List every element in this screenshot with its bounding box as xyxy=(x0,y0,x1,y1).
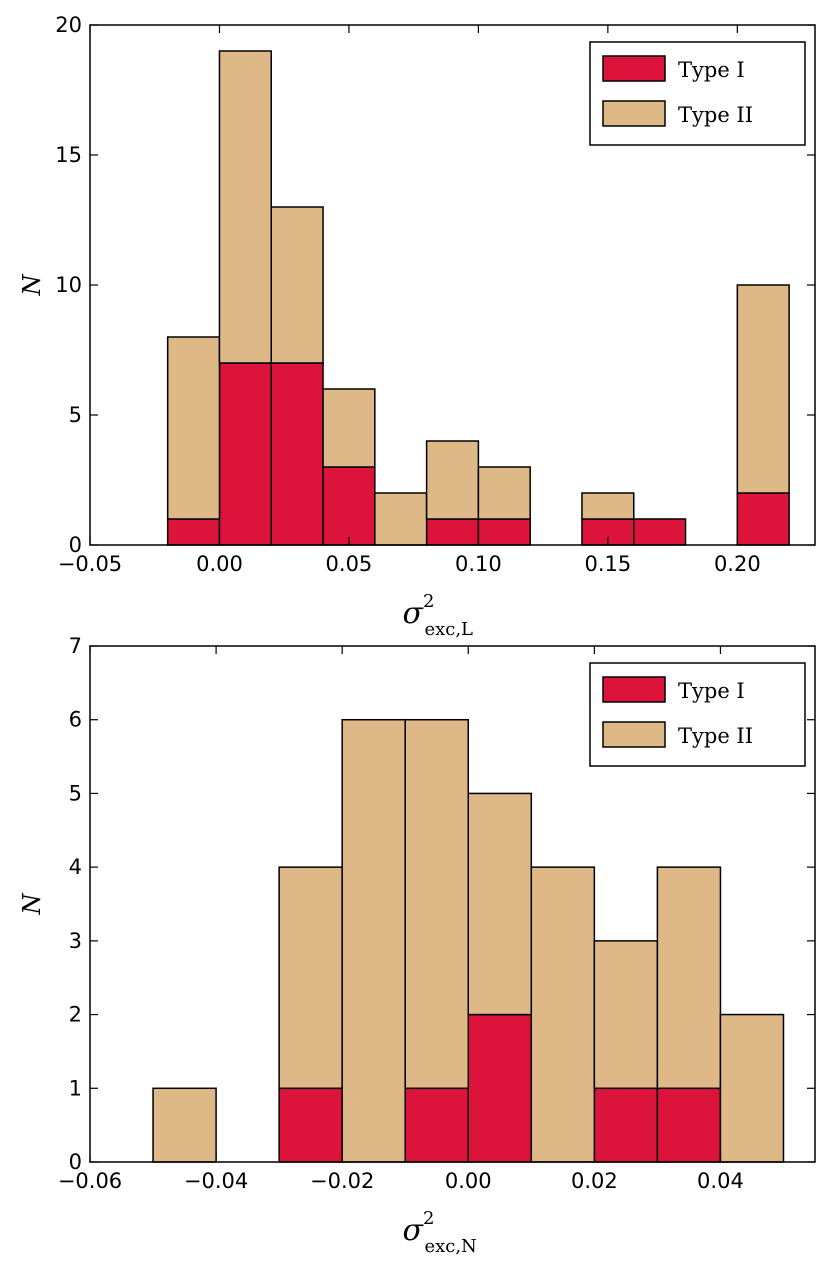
y-tick-label: 10 xyxy=(55,273,82,297)
x-label-sub: exc,N xyxy=(424,1236,476,1257)
legend-swatch xyxy=(602,55,666,82)
x-tick-label: 0.02 xyxy=(571,1169,618,1193)
bar xyxy=(467,792,533,1016)
x-axis-label: σ2 exc,L xyxy=(403,591,474,640)
bar xyxy=(278,866,343,1090)
y-tick-label: 7 xyxy=(69,634,82,658)
legend-label: Type II xyxy=(678,724,753,748)
x-tick-label: −0.05 xyxy=(58,552,122,576)
x-tick-label: −0.02 xyxy=(310,1169,374,1193)
y-axis-label: N xyxy=(18,893,46,916)
bar xyxy=(270,362,324,546)
x-tick-label: 0.10 xyxy=(455,552,502,576)
bar xyxy=(322,466,376,546)
y-tick-label: 6 xyxy=(69,708,82,732)
bar xyxy=(593,940,659,1090)
y-tick-label: 15 xyxy=(55,143,82,167)
bar xyxy=(218,362,272,546)
legend-label: Type I xyxy=(678,679,745,703)
legend-swatch xyxy=(602,676,666,703)
x-label-sub: exc,L xyxy=(424,619,473,640)
x-tick-label: 0.00 xyxy=(196,552,243,576)
bar xyxy=(425,440,480,520)
bar xyxy=(530,866,596,1163)
bar xyxy=(270,206,324,364)
y-tick-label: 20 xyxy=(55,13,82,37)
bar xyxy=(404,718,470,1090)
y-axis-label: N xyxy=(18,274,46,297)
bar xyxy=(593,1087,659,1163)
x-axis-label: σ2 exc,N xyxy=(403,1208,477,1257)
bar xyxy=(477,518,531,546)
bar xyxy=(341,718,406,1163)
x-tick-label: 0.00 xyxy=(445,1169,492,1193)
legend-label: Type II xyxy=(678,103,753,127)
histogram xyxy=(166,50,790,546)
legend-swatch xyxy=(602,721,666,748)
y-tick-label: 4 xyxy=(69,855,82,879)
bar xyxy=(736,284,790,494)
legend: Type I Type II xyxy=(589,662,806,767)
x-tick-label: 0.05 xyxy=(326,552,373,576)
bar xyxy=(166,518,221,546)
y-tick-label: 5 xyxy=(69,403,82,427)
bar xyxy=(218,50,272,364)
x-label-symbol: σ xyxy=(403,1213,425,1248)
bar xyxy=(374,492,428,546)
y-tick-label: 2 xyxy=(69,1003,82,1027)
bar xyxy=(477,466,531,520)
histogram xyxy=(152,718,785,1163)
bar xyxy=(152,1087,217,1163)
bar xyxy=(404,1087,470,1163)
x-tick-label: 0.20 xyxy=(714,552,761,576)
bar xyxy=(581,492,635,520)
x-tick-label: 0.15 xyxy=(584,552,631,576)
bar xyxy=(425,518,480,546)
y-tick-label: 0 xyxy=(69,1150,82,1174)
x-tick-label: −0.04 xyxy=(184,1169,248,1193)
x-tick-label: −0.06 xyxy=(58,1169,122,1193)
bar xyxy=(656,866,722,1090)
x-label-sup: 2 xyxy=(423,1208,434,1229)
y-tick-label: 0 xyxy=(69,533,82,557)
bar xyxy=(656,1087,722,1163)
legend: Type I Type II xyxy=(589,41,806,146)
plot-frame xyxy=(89,645,816,1163)
y-tick-label: 5 xyxy=(69,781,82,805)
bar xyxy=(633,518,687,546)
bar xyxy=(166,336,221,520)
bar xyxy=(719,1013,785,1163)
y-tick-label: 3 xyxy=(69,929,82,953)
legend-label: Type I xyxy=(678,58,745,82)
bar xyxy=(736,492,790,546)
y-tick-label: 1 xyxy=(69,1076,82,1100)
bar xyxy=(467,1013,533,1163)
x-tick-label: 0.04 xyxy=(697,1169,744,1193)
bar xyxy=(322,388,376,468)
legend-swatch xyxy=(602,100,666,127)
x-label-symbol: σ xyxy=(403,596,425,631)
x-label-sup: 2 xyxy=(423,591,434,612)
bar xyxy=(278,1087,343,1163)
